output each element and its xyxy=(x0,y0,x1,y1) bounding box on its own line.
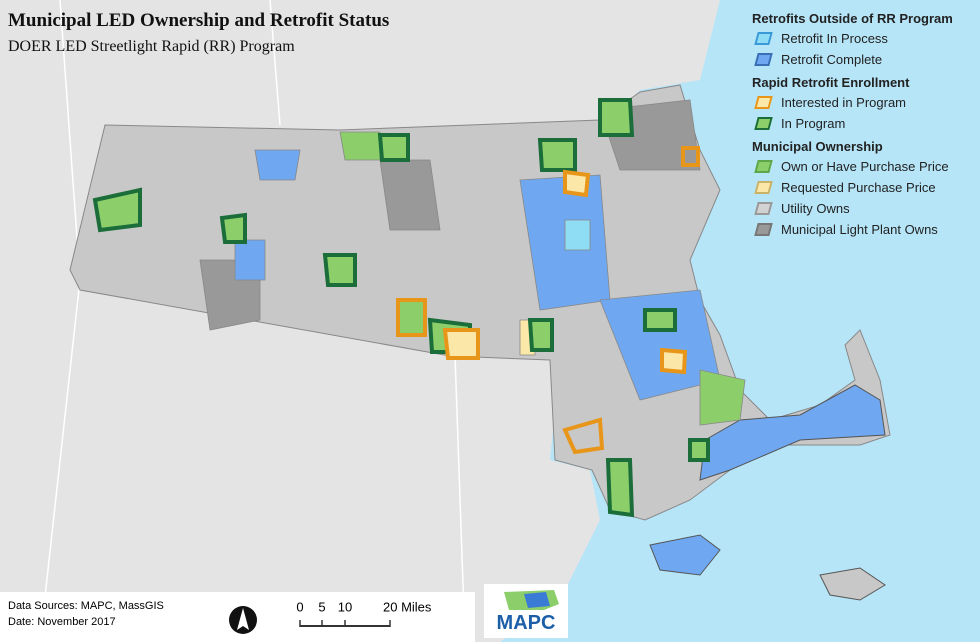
legend-item: Interested in Program xyxy=(752,92,953,113)
town xyxy=(564,219,591,251)
town xyxy=(527,318,554,352)
island xyxy=(819,567,886,601)
sources: Data Sources: MAPC, MassGIS xyxy=(8,600,164,612)
town xyxy=(339,131,381,161)
legend-label: Municipal Light Plant Owns xyxy=(781,222,938,237)
date: Date: November 2017 xyxy=(8,616,116,628)
legend-label: Retrofit Complete xyxy=(781,52,883,67)
legend-item: Requested Purchase Price xyxy=(752,177,953,198)
town xyxy=(442,328,480,360)
legend-label: Interested in Program xyxy=(781,95,907,110)
town xyxy=(219,212,247,244)
town xyxy=(234,239,266,281)
town xyxy=(322,253,357,287)
town xyxy=(605,458,635,518)
footer-panel: Data Sources: MAPC, MassGIS Date: Novemb… xyxy=(0,592,475,642)
legend-swatch xyxy=(754,181,773,194)
legend-item: Utility Owns xyxy=(752,198,953,219)
town xyxy=(562,417,605,455)
title: Municipal LED Ownership and Retrofit Sta… xyxy=(8,10,390,31)
legend-label: Requested Purchase Price xyxy=(781,180,936,195)
town xyxy=(660,347,688,375)
town xyxy=(396,298,427,337)
legend-swatch xyxy=(754,53,773,66)
town xyxy=(254,149,301,181)
scale-label: 10 xyxy=(338,599,352,614)
legend-item: Municipal Light Plant Owns xyxy=(752,219,953,240)
legend-group-title: Retrofits Outside of RR Program xyxy=(752,11,953,26)
scale-label: 0 xyxy=(296,599,303,614)
town xyxy=(699,369,746,426)
legend: Retrofits Outside of RR Program Retrofit … xyxy=(752,10,953,240)
island xyxy=(649,534,721,576)
interested xyxy=(396,146,700,455)
title-block: Municipal LED Ownership and Retrofit Sta… xyxy=(8,10,389,56)
logo-text: MAPC xyxy=(496,612,556,634)
legend-swatch xyxy=(754,160,773,173)
legend-item: Retrofit Complete xyxy=(752,49,953,70)
north-arrow xyxy=(229,606,257,634)
town xyxy=(537,138,577,172)
town xyxy=(92,187,142,233)
legend-item: Retrofit In Process xyxy=(752,28,953,49)
town xyxy=(377,133,410,162)
logo: MAPC xyxy=(484,584,568,638)
town xyxy=(643,308,677,332)
scale-label: 20 Miles xyxy=(383,599,432,614)
legend-swatch xyxy=(754,223,773,236)
town xyxy=(563,169,591,198)
town xyxy=(681,146,700,167)
legend-label: Utility Owns xyxy=(781,201,850,216)
town xyxy=(688,438,710,462)
in-program xyxy=(92,98,710,518)
legend-swatch xyxy=(754,117,773,130)
towns xyxy=(199,99,746,426)
scale-label: 5 xyxy=(318,599,325,614)
legend-swatch xyxy=(754,96,773,109)
logo-art xyxy=(504,590,559,610)
town xyxy=(379,159,441,231)
legend-label: Retrofit In Process xyxy=(781,31,888,46)
state-border xyxy=(269,0,281,126)
legend-label: In Program xyxy=(781,116,846,131)
legend-label: Own or Have Purchase Price xyxy=(781,159,949,174)
subtitle: DOER LED Streetlight Rapid (RR) Program xyxy=(8,38,295,55)
legend-group-title: Municipal Ownership xyxy=(752,139,883,154)
footer-text: Data Sources: MAPC, MassGIS Date: Novemb… xyxy=(8,598,164,630)
scale-bar: 0 5 10 20 Miles xyxy=(296,599,432,627)
legend-swatch xyxy=(754,32,773,45)
legend-group-title: Rapid Retrofit Enrollment xyxy=(752,75,910,90)
legend-swatch xyxy=(754,202,773,215)
legend-item: Own or Have Purchase Price xyxy=(752,156,953,177)
town xyxy=(598,98,635,137)
legend-item: In Program xyxy=(752,113,953,134)
